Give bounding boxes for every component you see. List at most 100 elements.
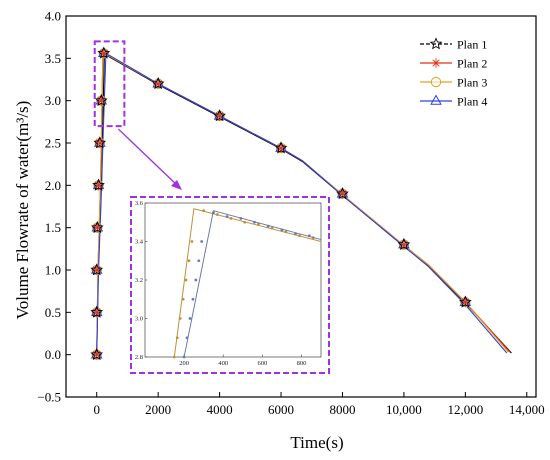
- star-marker: [151, 77, 165, 90]
- inset-marker: [187, 259, 191, 263]
- inset-marker: [307, 234, 311, 238]
- y-tick-label: −0.5: [37, 390, 61, 405]
- inset-marker: [188, 317, 192, 320]
- asterisk-marker: [214, 111, 225, 121]
- x-tick-label: 4000: [207, 402, 233, 417]
- asterisk-marker: [92, 307, 102, 318]
- y-axis-title: Volume Flowrate of water(m³/s): [13, 101, 32, 320]
- asterisk-marker: [431, 58, 441, 68]
- y-tick-label: 1.5: [45, 220, 61, 235]
- zoom-arrowhead: [171, 180, 182, 190]
- inset-marker: [212, 211, 215, 215]
- star-marker: [90, 221, 104, 234]
- star-marker: [90, 263, 104, 276]
- y-tick-label: 4.0: [45, 9, 61, 24]
- asterisk-marker: [92, 265, 102, 275]
- inset-x-tick-label: 800: [297, 360, 307, 367]
- inset-marker: [243, 220, 247, 224]
- x-tick-label: 6000: [268, 402, 294, 417]
- zoom-arrow: [117, 128, 179, 187]
- inset-marker: [229, 217, 233, 220]
- y-tick-label: 0.5: [45, 305, 61, 320]
- asterisk-marker: [96, 95, 107, 106]
- inset-marker: [185, 336, 189, 340]
- asterisk-marker: [95, 138, 105, 148]
- y-tick-label: 2.5: [45, 136, 61, 151]
- legend-label: Plan 1: [457, 38, 487, 52]
- star-marker: [90, 348, 104, 361]
- y-tick-label: 3.5: [45, 51, 61, 66]
- star-marker: [94, 94, 108, 107]
- triangle-marker: [430, 94, 442, 105]
- asterisk-marker: [93, 180, 104, 191]
- x-tick-label: 0: [93, 402, 100, 417]
- legend: Plan 1 Plan 2 Plan 3 Plan 4: [420, 37, 487, 109]
- inset-y-tick-label: 3.0: [135, 316, 143, 323]
- inset-y-tick-label: 3.6: [135, 200, 144, 207]
- inset-marker: [172, 355, 176, 359]
- inset-marker: [284, 230, 288, 234]
- inset-x-tick-label: 600: [257, 360, 267, 367]
- inset-marker: [280, 228, 284, 232]
- inset-marker: [253, 220, 256, 224]
- inset-marker: [215, 213, 219, 216]
- y-tick-label: 0.0: [45, 347, 61, 362]
- x-tick-label: 14,000: [509, 402, 545, 417]
- inset-marker: [181, 297, 185, 301]
- star-marker: [397, 237, 411, 251]
- legend-label: Plan 4: [457, 95, 487, 109]
- inset-marker: [202, 209, 206, 213]
- star-marker: [90, 305, 104, 318]
- legend-label: Plan 2: [457, 57, 487, 71]
- legend-label: Plan 3: [457, 76, 487, 90]
- star-marker: [336, 187, 349, 200]
- x-tick-label: 12,000: [447, 402, 483, 417]
- zoom-box: [93, 40, 126, 128]
- inset-marker: [175, 336, 179, 340]
- inset-marker: [190, 240, 194, 243]
- marker-layer: [90, 46, 472, 361]
- inset-marker: [197, 259, 201, 263]
- inset-marker: [294, 232, 297, 236]
- asterisk-marker: [337, 189, 348, 199]
- asterisk-marker: [92, 222, 103, 233]
- asterisk-marker: [153, 79, 163, 89]
- inset-marker: [225, 215, 229, 218]
- inset-plot: 200 400 600 800 2.8 3.0 3.2 3.4 3.6: [130, 196, 330, 374]
- star-marker: [274, 141, 288, 154]
- asterisk-marker: [399, 239, 409, 250]
- inset-series-line: [173, 208, 322, 358]
- star-marker: [92, 178, 105, 191]
- inset-marker: [270, 226, 274, 230]
- zoom-indicator: [93, 40, 182, 190]
- star-marker: [429, 37, 443, 50]
- x-tick-label: 10,000: [386, 402, 422, 417]
- asterisk-marker: [99, 48, 109, 58]
- inset-y-tick-label: 3.4: [135, 239, 144, 246]
- y-tick-label: 3.0: [45, 93, 61, 108]
- circle-marker: [430, 76, 442, 88]
- x-axis-title: Time(s): [290, 433, 343, 452]
- inset-marker: [298, 234, 301, 238]
- inset-marker: [266, 224, 270, 228]
- inset-marker: [191, 297, 195, 301]
- inset-marker: [200, 240, 204, 243]
- asterisk-marker: [460, 297, 471, 307]
- inset-x-tick-label: 200: [179, 360, 189, 367]
- x-tick-label: 2000: [145, 402, 171, 417]
- inset-marker: [182, 355, 186, 359]
- inset-marker: [184, 278, 188, 282]
- inset-x-tick-label: 400: [218, 360, 228, 367]
- star-marker: [93, 136, 107, 149]
- inset-series-line: [183, 210, 322, 358]
- inset-marker: [239, 217, 243, 220]
- y-tick-label: 2.0: [45, 178, 61, 193]
- y-tick-label: 1.0: [45, 263, 61, 278]
- x-tick-label: 8000: [329, 402, 355, 417]
- plot-frame: [65, 15, 537, 398]
- inset-marker: [194, 278, 198, 282]
- axes-layer: 0 2000 4000 6000 8000 10,000 12,000 14,000 −0.5 0…: [37, 9, 544, 418]
- asterisk-marker: [92, 349, 102, 360]
- asterisk-marker: [276, 143, 286, 153]
